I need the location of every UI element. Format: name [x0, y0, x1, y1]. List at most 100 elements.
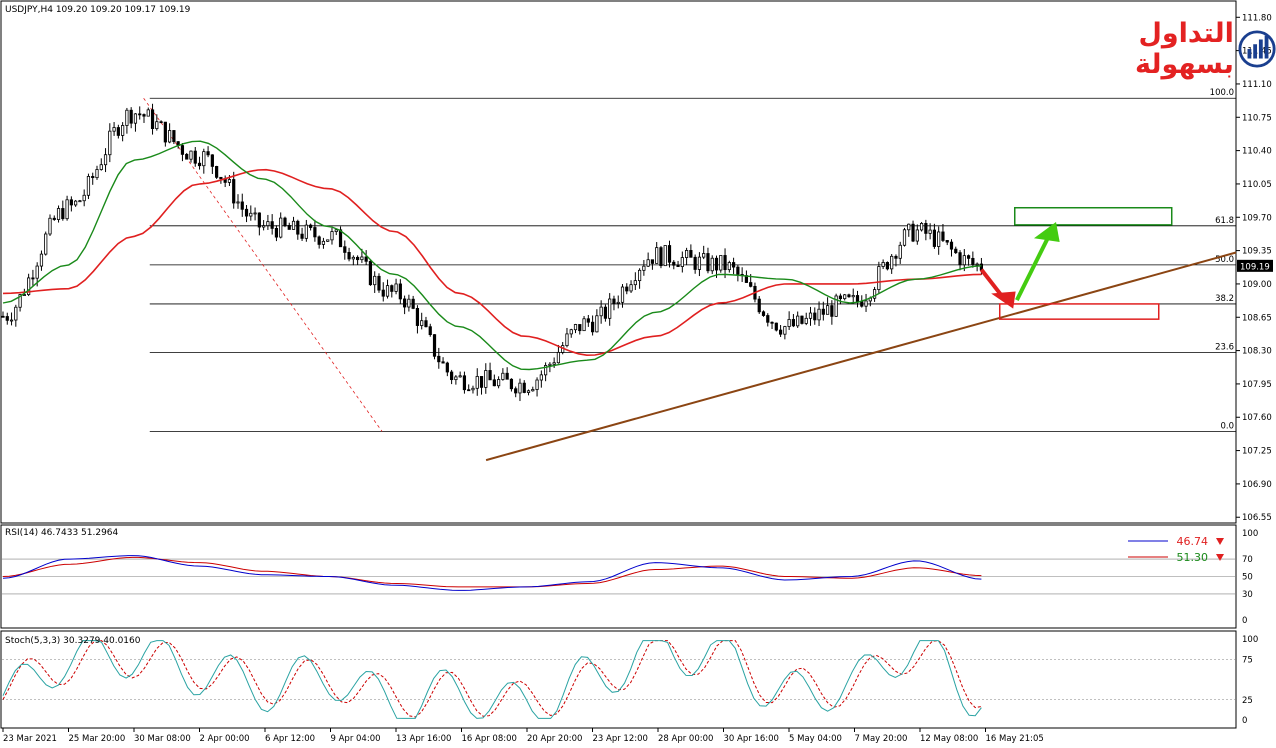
candle-body: [249, 212, 253, 217]
candle-body: [907, 223, 911, 231]
candle-body: [296, 220, 300, 235]
candle-body: [915, 229, 919, 242]
candle-body: [39, 253, 44, 267]
time-tick-label: 16 Apr 08:00: [462, 734, 517, 744]
candle-body: [150, 109, 155, 130]
candle-body: [215, 166, 219, 178]
candle-body: [155, 121, 159, 130]
candle-body: [599, 306, 603, 317]
candle-body: [911, 223, 915, 242]
price-tick-label: 109.00: [1242, 280, 1272, 290]
candle-body: [338, 229, 343, 248]
rsi-down-triangle-icon: [1216, 554, 1224, 561]
time-tick-label: 23 Apr 12:00: [593, 734, 648, 744]
candle-body: [9, 319, 14, 322]
candle-body: [22, 294, 26, 296]
candle-body: [262, 225, 266, 228]
candle-body: [334, 229, 338, 232]
ma-slow-line: [2, 168, 982, 357]
candle-body: [103, 154, 108, 166]
candle-body: [693, 256, 697, 270]
candle-body: [450, 371, 454, 381]
candle-body: [531, 389, 535, 392]
candlesticks: [1, 103, 984, 402]
candle-body: [35, 265, 39, 279]
candle-body: [232, 179, 236, 204]
candle-body: [932, 229, 937, 247]
candle-body: [99, 164, 103, 170]
candle-body: [851, 295, 855, 298]
fib-level-label: 61.8: [1215, 216, 1234, 226]
candle-body: [825, 305, 830, 315]
candle-body: [770, 321, 774, 324]
candle-body: [860, 301, 864, 307]
candle-body: [471, 387, 475, 391]
candle-body: [454, 376, 458, 381]
candle-body: [172, 130, 176, 143]
candle-body: [146, 109, 150, 117]
price-tick-label: 110.40: [1242, 147, 1272, 157]
time-tick-label: 23 Mar 2021: [3, 734, 57, 744]
candle-body: [291, 220, 296, 230]
candle-body: [52, 217, 56, 220]
candle-body: [411, 298, 415, 309]
candle-body: [787, 319, 791, 327]
candle-body: [813, 312, 817, 321]
candle-body: [518, 382, 522, 394]
axes: 111.80111.45111.10110.75110.40110.05109.…: [2, 13, 1273, 744]
rsi-value-signal: 51.30: [1177, 551, 1209, 564]
candle-body: [390, 285, 394, 292]
stoch-panel-frame: [0, 630, 1237, 729]
green-arrow-head: [1033, 222, 1060, 243]
price-tick-label: 111.80: [1242, 13, 1272, 23]
candle-body: [138, 113, 142, 116]
candle-body: [163, 121, 167, 143]
fib-level-label: 50.0: [1215, 255, 1234, 265]
candle-body: [492, 379, 496, 387]
candle-body: [702, 253, 706, 258]
price-tick-label: 106.55: [1242, 513, 1272, 523]
candle-body: [343, 246, 347, 253]
candle-body: [625, 286, 629, 292]
candle-body: [881, 262, 885, 267]
candle-body: [505, 372, 509, 380]
candle-body: [962, 255, 966, 266]
rsi-tick-label: 70: [1242, 555, 1253, 565]
candle-body: [484, 370, 488, 388]
candle-body: [27, 277, 31, 295]
candle-body: [937, 231, 941, 247]
candle-body: [441, 361, 445, 364]
candle-body: [180, 145, 185, 155]
moving-averages: [2, 140, 982, 371]
candle-body: [894, 255, 898, 259]
candle-body: [69, 199, 73, 206]
candle-body: [731, 262, 736, 268]
candle-body: [633, 280, 637, 286]
candle-body: [672, 261, 676, 266]
candle-body: [432, 334, 437, 357]
candle-body: [817, 308, 821, 321]
candle-body: [5, 316, 9, 321]
candle-body: [791, 319, 796, 327]
candle-body: [479, 376, 484, 388]
price-tick-label: 106.90: [1242, 480, 1272, 490]
candle-body: [821, 308, 825, 315]
candle-body: [749, 282, 753, 287]
candle-body: [377, 275, 381, 291]
candle-body: [462, 375, 467, 391]
candle-body: [591, 321, 595, 333]
candle-body: [227, 179, 232, 183]
candle-body: [48, 217, 52, 235]
candle-body: [78, 200, 82, 203]
candle-body: [458, 375, 462, 378]
candle-body: [368, 260, 373, 286]
candle-body: [774, 322, 778, 331]
candle-body: [501, 372, 505, 380]
candle-body: [189, 150, 193, 160]
rsi-tick-label: 50: [1242, 573, 1253, 583]
candle-body: [924, 223, 928, 234]
target-zone-box: [1013, 206, 1173, 226]
candle-body: [578, 324, 582, 332]
candle-body: [710, 257, 714, 272]
